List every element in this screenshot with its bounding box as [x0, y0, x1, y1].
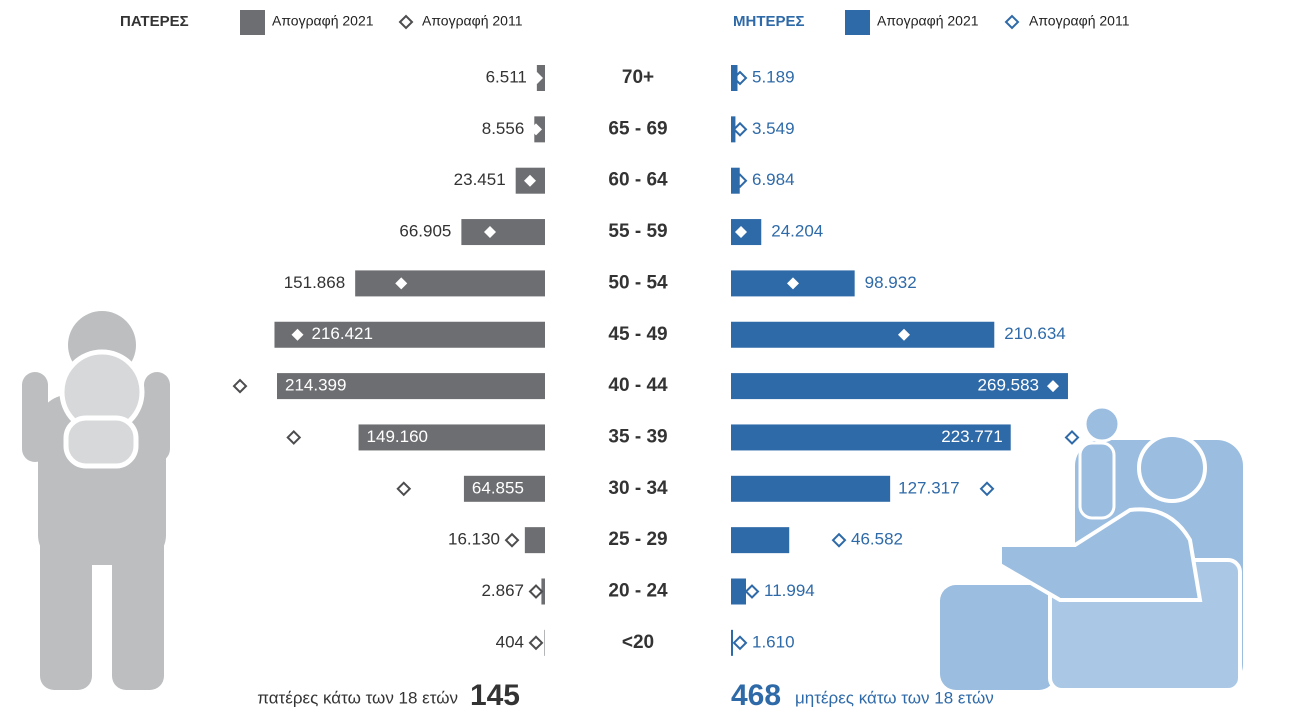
bar: [731, 321, 995, 348]
value-label: 8.556: [482, 119, 525, 138]
category-label: 25 - 29: [608, 529, 667, 550]
diamond-2011: [528, 635, 544, 651]
bar: [463, 475, 545, 502]
diamond-2011: [787, 277, 799, 290]
bar: [524, 527, 545, 554]
note-value: 468: [731, 679, 781, 712]
diamond-2011: [732, 70, 748, 86]
value-label: 64.855: [472, 478, 524, 497]
value-label: 24.204: [771, 222, 823, 241]
value-label: 210.634: [1004, 324, 1065, 343]
diamond-2011: [524, 174, 536, 187]
bar: [731, 373, 1068, 400]
bar: [731, 424, 1011, 451]
category-label: 40 - 44: [608, 375, 668, 396]
legend-diamond: [398, 14, 414, 30]
legend-swatch: [240, 10, 265, 35]
diamond-2011: [831, 532, 847, 548]
value-label: 269.583: [978, 376, 1039, 395]
diamond-2011: [1064, 430, 1080, 445]
diamond-2011: [395, 277, 408, 290]
value-label: 127.317: [898, 478, 959, 497]
diamond-2011: [735, 226, 747, 239]
diamond-2011: [1047, 380, 1059, 393]
group-title: ΜΗΤΕΡΕΣ: [733, 13, 805, 30]
diamond-2011: [898, 328, 910, 341]
diamond-2011: [286, 430, 302, 445]
diamond-2011: [484, 226, 496, 239]
value-label: 3.549: [752, 119, 795, 138]
category-label: 20 - 24: [608, 581, 668, 602]
bar: [358, 424, 545, 451]
bar: [731, 475, 891, 502]
legend-label: Απογραφή 2011: [422, 13, 523, 29]
diamond-2011: [732, 173, 748, 189]
category-label: 35 - 39: [608, 426, 667, 447]
note-label: πατέρες κάτω των 18 ετών: [257, 688, 458, 707]
category-label: 60 - 64: [608, 170, 668, 191]
value-label: 216.421: [312, 324, 373, 343]
legend-label: Απογραφή 2011: [1029, 13, 1130, 29]
legend-label: Απογραφή 2021: [272, 13, 374, 29]
bar: [277, 373, 545, 400]
value-label: 11.994: [764, 581, 815, 600]
diamond-2011: [732, 635, 748, 651]
diamond-2011: [744, 584, 760, 599]
value-label: 16.130: [448, 530, 500, 549]
legend-diamond: [1004, 14, 1020, 30]
legend-swatch: [845, 10, 870, 35]
value-label: 404: [496, 632, 524, 651]
diamond-2011: [504, 532, 520, 548]
group-title: ΠΑΤΕΡΕΣ: [120, 13, 189, 30]
diamond-2011: [396, 481, 412, 497]
diamond-2011: [530, 123, 542, 136]
value-label: 6.511: [486, 67, 527, 86]
value-label: 5.189: [752, 67, 795, 86]
value-label: 23.451: [454, 170, 506, 189]
value-label: 2.867: [481, 581, 524, 600]
bar: [355, 270, 545, 297]
category-label: 70+: [622, 67, 654, 88]
bar: [731, 527, 790, 554]
bar: [461, 219, 545, 246]
value-label: 151.868: [284, 273, 345, 292]
mother-icon: [940, 405, 1243, 692]
value-label: 223.771: [941, 427, 1002, 446]
category-label: 45 - 49: [608, 324, 667, 345]
diamond-2011: [232, 378, 248, 394]
value-label: 214.399: [285, 376, 346, 395]
bar: [731, 629, 734, 656]
category-label: <20: [622, 632, 654, 653]
diamond-2011: [291, 328, 304, 341]
value-label: 149.160: [367, 427, 428, 446]
note-value: 145: [470, 679, 520, 712]
legend-label: Απογραφή 2021: [877, 13, 979, 29]
diamond-2011: [979, 481, 995, 497]
category-label: 50 - 54: [608, 272, 668, 293]
note-label: μητέρες κάτω των 18 ετών: [795, 688, 994, 707]
diamond-2011: [531, 72, 543, 84]
bar: [274, 321, 545, 348]
diamond-2011: [732, 121, 748, 137]
bar: [544, 629, 545, 656]
category-label: 30 - 34: [608, 478, 668, 499]
value-label: 6.984: [752, 170, 795, 189]
value-label: 66.905: [399, 222, 451, 241]
father-icon: [22, 311, 170, 690]
bar: [731, 578, 746, 605]
value-label: 1.610: [752, 632, 795, 651]
value-label: 46.582: [851, 530, 903, 549]
value-label: 98.932: [865, 273, 917, 292]
diamond-2011: [528, 584, 544, 599]
category-label: 55 - 59: [608, 221, 667, 242]
category-label: 65 - 69: [608, 118, 667, 139]
